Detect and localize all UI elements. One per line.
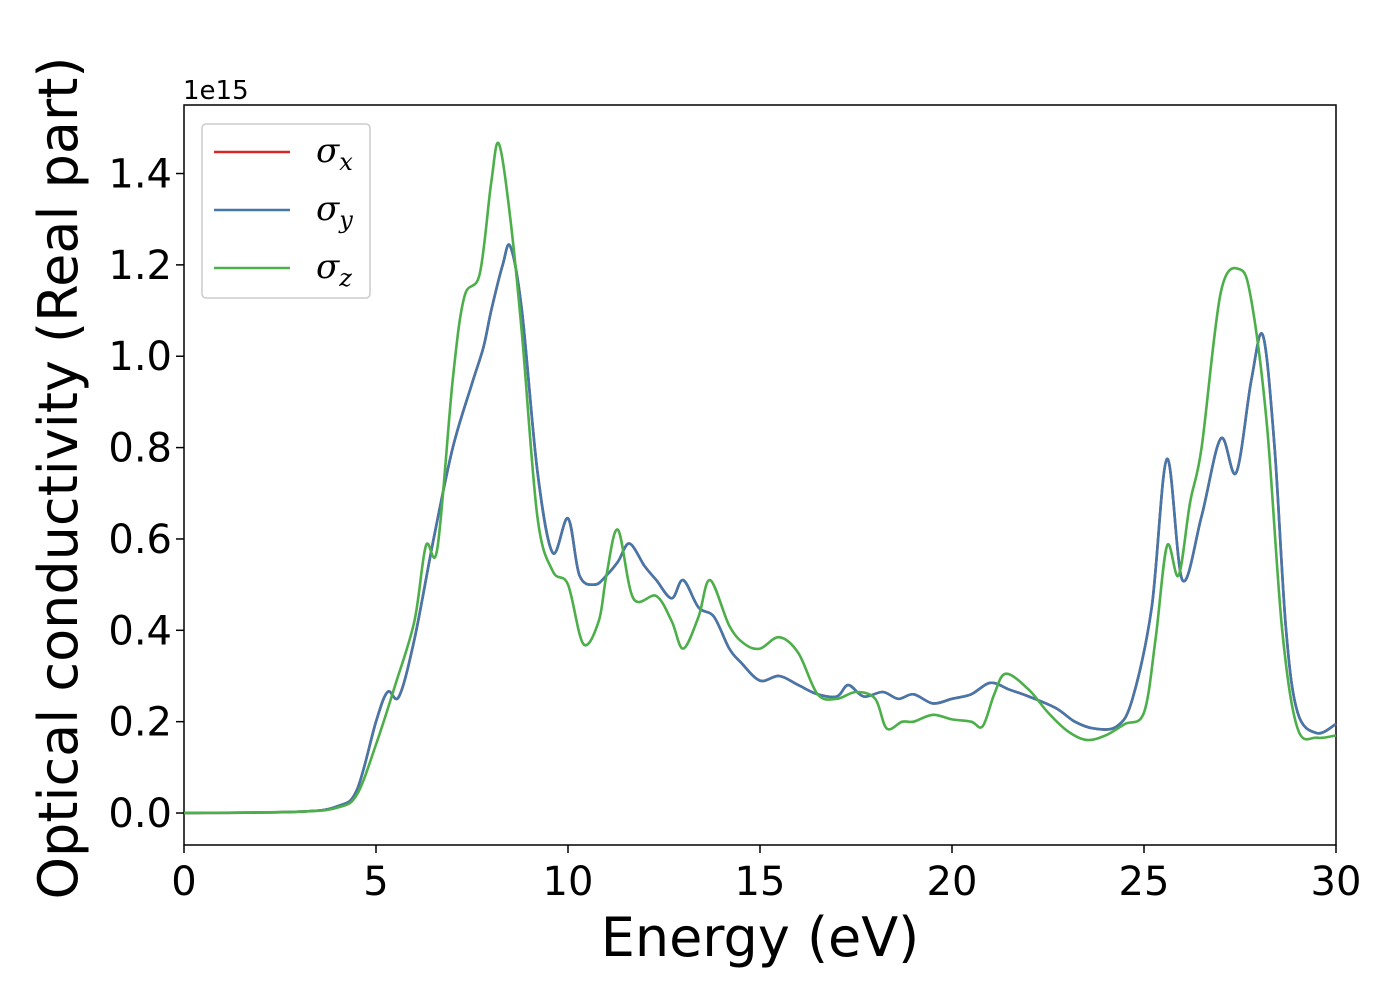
y-tick-label: 0.6 (108, 517, 172, 563)
y-tick-label: 1.2 (108, 243, 172, 289)
y-axis-ticks: 0.0 0.2 0.4 0.6 0.8 1.0 1.2 1.4 (108, 152, 184, 837)
series-line-z (183, 141, 1337, 815)
y-tick-label: 0.8 (108, 426, 172, 472)
x-tick-label: 25 (1119, 859, 1170, 905)
y-tick-label: 0.0 (108, 791, 172, 837)
series-layer (183, 141, 1337, 815)
x-tick-label: 10 (543, 859, 594, 905)
y-offset-label: 1e15 (183, 76, 249, 106)
y-tick-label: 1.0 (108, 334, 172, 380)
x-tick-label: 30 (1311, 859, 1362, 905)
y-tick-label: 1.4 (108, 152, 172, 198)
x-tick-label: 0 (171, 859, 196, 905)
x-tick-label: 20 (927, 859, 978, 905)
x-axis-title: Energy (eV) (601, 906, 920, 969)
x-tick-label: 5 (363, 859, 388, 905)
y-tick-label: 0.4 (108, 608, 172, 654)
x-axis-ticks: 0 5 10 15 20 25 30 (171, 845, 1361, 905)
series-line-y (183, 243, 1337, 815)
y-tick-label: 0.2 (108, 700, 172, 746)
x-tick-label: 15 (735, 859, 786, 905)
series-line-x (183, 243, 1337, 815)
y-axis-title: Optical conductivity (Real part) (27, 57, 90, 900)
